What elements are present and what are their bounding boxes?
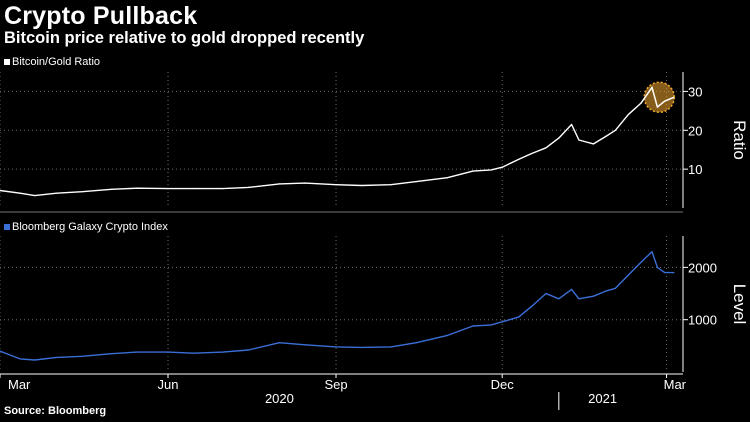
ratio-data-point [110, 188, 112, 190]
ratio-data-point [247, 186, 249, 189]
index-data-point [167, 351, 169, 353]
index-data-point [651, 251, 653, 253]
index-ylabel: Level [730, 284, 749, 325]
ratio-data-point [222, 187, 224, 190]
x-tick-label-year: 2021 [588, 391, 617, 406]
ratio-data-point [501, 166, 503, 168]
ratio-data-point [360, 184, 363, 187]
index-data-point [110, 353, 112, 355]
ratio-data-point [81, 191, 83, 193]
index-data-point [673, 272, 675, 274]
ratio-data-point [136, 187, 138, 189]
index-data-point [0, 350, 1, 352]
index-data-point [192, 352, 195, 354]
ratio-data-point [490, 169, 492, 171]
x-tick-label-month: Sep [324, 377, 347, 392]
ratio-data-point [571, 123, 573, 126]
index-data-point [530, 306, 533, 308]
index-data-point [360, 346, 363, 349]
legend-ratio-label: Bitcoin/Gold Ratio [12, 56, 101, 68]
ratio-data-point [415, 180, 417, 183]
ratio-data-point [578, 139, 580, 141]
chart-subtitle: Bitcoin price relative to gold dropped r… [4, 29, 365, 47]
index-data-point [56, 356, 58, 358]
legend-index-label: Bloomberg Galaxy Crypto Index [12, 221, 168, 233]
ratio-ylabel: Ratio [730, 120, 749, 160]
index-data-point [490, 324, 492, 326]
index-data-point [247, 349, 249, 351]
index-data-point [571, 288, 573, 290]
index-data-point [501, 321, 503, 323]
index-data-point [664, 272, 666, 274]
source-note: Source: Bloomberg [4, 405, 107, 417]
index-ytick-label: 2000 [688, 260, 717, 275]
ratio-data-point [614, 129, 617, 131]
ratio-data-point [472, 170, 474, 172]
legend-ratio: Bitcoin/Gold Ratio [4, 56, 100, 68]
ratio-data-point [627, 114, 629, 116]
index-data-point [222, 351, 224, 353]
ratio-data-point [304, 182, 306, 184]
legend-index-swatch [4, 224, 10, 230]
x-tick-label-month: Jun [158, 377, 179, 392]
ratio-data-point [518, 158, 520, 161]
index-data-point [34, 359, 36, 361]
x-tick-label-year: 2020 [265, 391, 294, 406]
x-tick-label-month: Mar [8, 377, 31, 392]
index-data-point [136, 351, 138, 353]
index-data-point [278, 342, 281, 344]
index-data-point [390, 346, 392, 348]
index-data-point [558, 298, 560, 300]
index-series-line [0, 250, 674, 361]
index-data-point [614, 287, 617, 289]
x-tick-label-month: Dec [491, 377, 515, 392]
ratio-data-point [446, 177, 449, 179]
ratio-ytick-label: 10 [688, 162, 702, 177]
chart-title: Crypto Pullback [4, 2, 198, 30]
ratio-data-point [605, 135, 607, 137]
index-ytick-label: 1000 [688, 313, 717, 328]
ratio-data-point [167, 187, 169, 190]
ratio-data-point [390, 184, 392, 186]
index-data-point [472, 325, 474, 327]
ratio-data-point [34, 194, 36, 197]
ratio-series-line [0, 86, 675, 197]
peak-highlight-circle [643, 81, 676, 114]
index-data-point [446, 334, 449, 336]
index-data-point [605, 290, 607, 292]
ratio-ytick-label: 20 [688, 123, 702, 138]
index-data-point [627, 274, 629, 276]
index-data-point [19, 358, 21, 360]
legend-index: Bloomberg Galaxy Crypto Index [4, 221, 168, 233]
index-data-point [592, 295, 595, 297]
ratio-data-point [335, 184, 337, 186]
index-data-point [578, 298, 580, 300]
ratio-data-point [592, 143, 595, 145]
x-tick-label-month: Mar [664, 377, 687, 392]
ratio-data-point [558, 137, 560, 139]
ratio-data-point [56, 192, 58, 194]
index-data-point [656, 266, 659, 268]
ratio-data-point [278, 183, 281, 185]
index-data-point [304, 344, 306, 346]
ratio-data-point [19, 192, 21, 194]
ratio-data-point [530, 153, 533, 155]
index-data-point [335, 346, 337, 348]
index-data-point [81, 355, 83, 357]
ratio-data-point [545, 147, 547, 149]
legend-ratio-swatch [4, 59, 10, 65]
index-data-point [640, 261, 642, 263]
index-data-point [545, 292, 547, 295]
ratio-data-point [0, 189, 1, 192]
index-data-point [518, 316, 520, 318]
ratio-data-point [192, 187, 195, 190]
index-data-point [415, 342, 417, 344]
ratio-ytick-label: 30 [688, 84, 702, 99]
ratio-series-tail [640, 85, 675, 109]
